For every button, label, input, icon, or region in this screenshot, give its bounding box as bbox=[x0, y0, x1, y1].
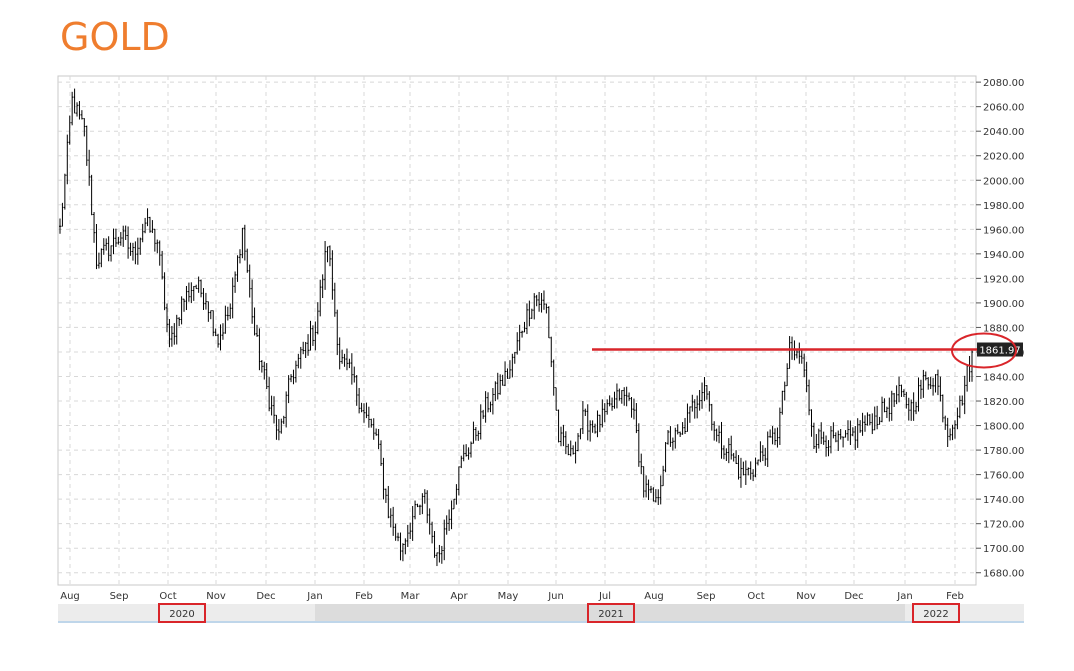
year-box bbox=[912, 603, 960, 623]
y-tick-label: 1900.00 bbox=[983, 299, 1024, 310]
plot-frame bbox=[57, 75, 977, 586]
x-tick-label: Nov bbox=[796, 591, 816, 602]
axis-layer: 2080.00 2060.00 2040.00 2020.00 2000.00 1980.… bbox=[58, 78, 1024, 623]
y-tick-label: 1820.00 bbox=[983, 397, 1024, 408]
x-tick-label: Jan bbox=[306, 591, 322, 602]
x-tick-label: Dec bbox=[844, 591, 863, 602]
y-tick-label: 1800.00 bbox=[983, 422, 1024, 433]
x-tick-label: May bbox=[498, 591, 519, 602]
x-tick-label: Jun bbox=[547, 591, 564, 602]
x-tick-label: Oct bbox=[747, 591, 764, 602]
year-box bbox=[158, 603, 206, 623]
x-tick-label: Jul bbox=[598, 591, 611, 602]
y-tick-label: 2040.00 bbox=[983, 127, 1024, 138]
year-box bbox=[587, 603, 635, 623]
annotation-layer: 1861.97 bbox=[592, 332, 1023, 369]
price-series bbox=[59, 88, 973, 567]
y-tick-label: 1760.00 bbox=[983, 471, 1024, 482]
x-tick-label: Dec bbox=[256, 591, 275, 602]
y-tick-label: 2020.00 bbox=[983, 152, 1024, 163]
y-tick-label: 1940.00 bbox=[983, 250, 1024, 261]
navigator-window bbox=[315, 604, 905, 622]
y-tick-label: 1840.00 bbox=[983, 372, 1024, 383]
x-tick-label: Aug bbox=[644, 591, 664, 602]
year-label: 2021 bbox=[598, 609, 623, 620]
year-label: 2020 bbox=[169, 609, 194, 620]
x-tick-label: Jan bbox=[896, 591, 912, 602]
y-tick-label: 1880.00 bbox=[983, 323, 1024, 334]
last-price-label: 1861.97 bbox=[979, 346, 1020, 357]
last-price-tag bbox=[977, 342, 1023, 357]
y-tick-label: 1960.00 bbox=[983, 225, 1024, 236]
x-tick-label: Apr bbox=[450, 591, 468, 602]
x-tick-label: Nov bbox=[206, 591, 226, 602]
y-tick-label: 1920.00 bbox=[983, 274, 1024, 285]
y-tick-label: 1720.00 bbox=[983, 520, 1024, 531]
y-tick-label: 2000.00 bbox=[983, 176, 1024, 187]
grid-layer bbox=[57, 75, 977, 586]
y-tick-label: 1980.00 bbox=[983, 201, 1024, 212]
chart-title: GOLD bbox=[60, 15, 170, 59]
last-price-circle bbox=[951, 332, 1017, 369]
y-tick-label: 1740.00 bbox=[983, 495, 1024, 506]
year-label: 2022 bbox=[923, 609, 948, 620]
y-tick-label: 2060.00 bbox=[983, 103, 1024, 114]
x-tick-label: Sep bbox=[110, 591, 129, 602]
y-tick-label: 1700.00 bbox=[983, 544, 1024, 555]
x-tick-label: Oct bbox=[159, 591, 176, 602]
y-tick-label: 1680.00 bbox=[983, 569, 1024, 580]
x-tick-label: Feb bbox=[946, 591, 964, 602]
x-tick-label: Sep bbox=[697, 591, 716, 602]
y-tick-label: 2080.00 bbox=[983, 78, 1024, 89]
x-tick-label: Aug bbox=[60, 591, 80, 602]
x-tick-label: Mar bbox=[401, 591, 421, 602]
x-tick-label: Feb bbox=[355, 591, 373, 602]
y-tick-label: 1780.00 bbox=[983, 446, 1024, 457]
